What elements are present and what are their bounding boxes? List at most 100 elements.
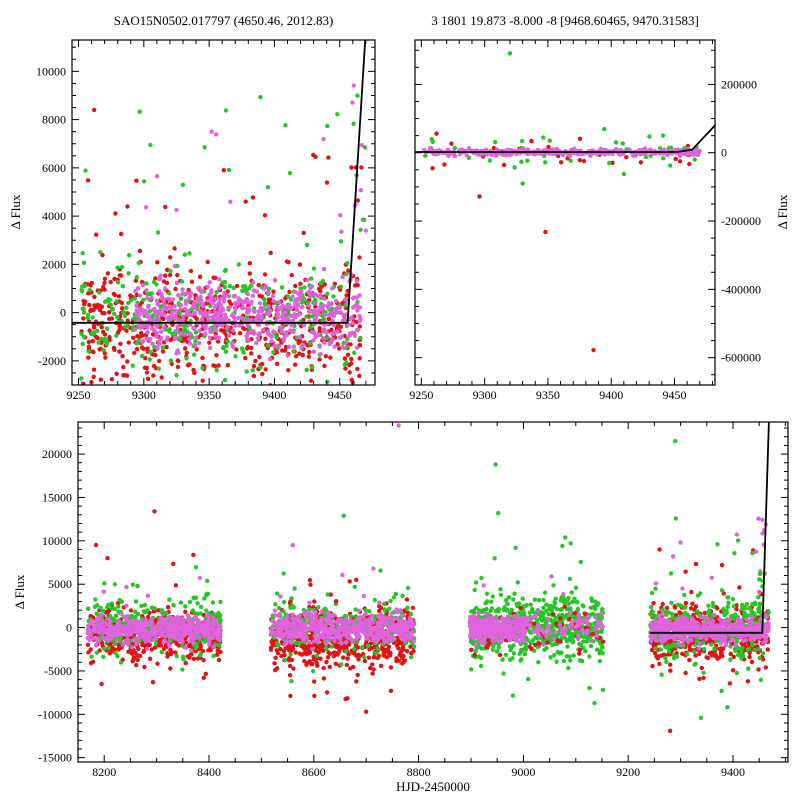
data-point xyxy=(331,654,337,659)
data-point xyxy=(342,628,348,633)
data-point xyxy=(168,255,173,260)
data-point xyxy=(528,602,533,607)
axis-frame xyxy=(71,39,376,386)
data-point xyxy=(144,281,149,286)
data-point xyxy=(529,138,534,144)
data-point xyxy=(142,602,147,608)
data-point xyxy=(171,603,176,608)
data-point xyxy=(261,297,267,302)
data-point xyxy=(370,671,375,676)
data-point xyxy=(359,165,364,170)
data-point xyxy=(197,635,202,640)
data-point xyxy=(189,279,195,284)
data-point xyxy=(293,297,299,302)
data-point xyxy=(80,251,85,256)
data-point xyxy=(321,266,327,272)
data-point xyxy=(215,652,220,657)
data-point xyxy=(96,340,101,345)
model-line xyxy=(415,124,715,153)
data-point xyxy=(245,346,250,351)
data-point xyxy=(225,324,230,330)
data-point xyxy=(512,591,517,596)
axis-ticks xyxy=(72,40,375,386)
data-point xyxy=(673,156,678,162)
data-point xyxy=(346,268,351,273)
data-point xyxy=(244,315,250,320)
data-point xyxy=(384,616,390,621)
data-point xyxy=(377,604,382,609)
data-point xyxy=(330,337,335,342)
data-point xyxy=(310,365,315,370)
data-point xyxy=(152,645,158,650)
data-point xyxy=(126,253,132,258)
data-point xyxy=(288,605,293,610)
data-point xyxy=(308,285,313,290)
data-point xyxy=(675,147,680,152)
data-point xyxy=(388,650,393,656)
data-point xyxy=(389,635,394,640)
data-point xyxy=(490,647,495,652)
data-point xyxy=(273,655,278,660)
data-point xyxy=(116,643,122,648)
data-point xyxy=(181,657,186,662)
data-point xyxy=(159,336,164,341)
data-point xyxy=(305,660,310,666)
data-point xyxy=(257,354,262,360)
data-point xyxy=(297,335,302,340)
data-point xyxy=(197,274,203,279)
data-point xyxy=(247,261,252,266)
data-point xyxy=(237,323,242,328)
panel-top-left: SAO15N0502.017797 (4650.46, 2012.83) Δ F… xyxy=(0,0,400,400)
data-point xyxy=(200,365,205,371)
data-point xyxy=(145,314,151,320)
data-point xyxy=(165,622,170,627)
data-point xyxy=(101,654,106,659)
data-point xyxy=(348,666,353,671)
data-point xyxy=(352,333,358,338)
data-point xyxy=(231,285,236,291)
data-point xyxy=(175,364,181,370)
data-point xyxy=(192,635,197,640)
data-point xyxy=(126,271,131,276)
data-point xyxy=(153,276,158,281)
data-point xyxy=(314,653,319,658)
data-point xyxy=(356,625,361,630)
data-point xyxy=(294,354,299,359)
data-point xyxy=(588,643,594,649)
data-point xyxy=(362,654,367,660)
data-point xyxy=(330,286,335,291)
data-point xyxy=(278,594,283,599)
data-point xyxy=(408,644,413,649)
data-point xyxy=(86,349,91,354)
data-point xyxy=(101,589,107,594)
data-point xyxy=(175,622,180,628)
data-point xyxy=(157,289,162,294)
data-point xyxy=(346,635,352,640)
data-point xyxy=(356,608,362,613)
data-point xyxy=(126,387,130,391)
data-point xyxy=(158,615,164,620)
data-point xyxy=(180,291,185,297)
data-point xyxy=(369,629,375,634)
data-point xyxy=(301,323,307,328)
data-point xyxy=(387,606,392,611)
data-point xyxy=(343,696,348,702)
data-point xyxy=(102,280,107,285)
data-point xyxy=(344,616,349,622)
data-point xyxy=(155,661,160,666)
data-point xyxy=(197,340,202,346)
data-point xyxy=(274,335,279,340)
data-point xyxy=(213,296,218,302)
data-point xyxy=(112,582,118,587)
data-point xyxy=(109,307,115,312)
data-point xyxy=(164,305,169,310)
x-tick-label: 9400 xyxy=(599,388,623,400)
data-point xyxy=(176,627,182,632)
data-point xyxy=(125,359,130,364)
data-point xyxy=(371,566,376,571)
data-point xyxy=(225,363,230,368)
data-point xyxy=(110,634,115,639)
data-point xyxy=(143,310,148,315)
data-point xyxy=(342,356,348,361)
data-point xyxy=(494,649,500,654)
